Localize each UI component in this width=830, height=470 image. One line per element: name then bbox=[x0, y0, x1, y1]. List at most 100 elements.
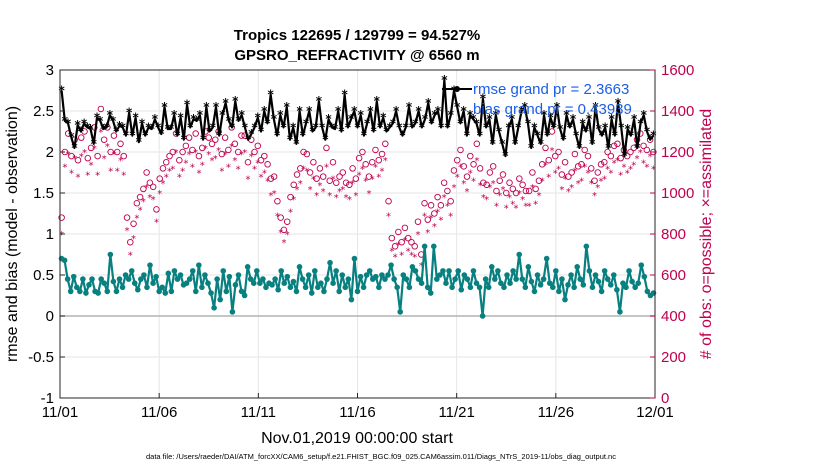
bias-point bbox=[440, 268, 446, 274]
possible-obs-marker bbox=[140, 185, 147, 193]
assimilated-obs-marker: * bbox=[455, 173, 460, 184]
possible-obs-marker bbox=[238, 132, 245, 139]
assimilated-obs-marker: * bbox=[82, 148, 87, 159]
assimilated-obs-marker: * bbox=[298, 179, 303, 190]
rmse-point: * bbox=[229, 120, 236, 134]
bias-point bbox=[153, 273, 159, 280]
assimilated-obs-marker: * bbox=[236, 164, 241, 175]
possible-obs-marker bbox=[535, 177, 543, 184]
rmse-point: * bbox=[258, 125, 265, 139]
rmse-point: * bbox=[644, 125, 651, 139]
possible-obs-marker bbox=[453, 156, 461, 164]
bias-point bbox=[632, 284, 638, 291]
assimilated-obs-marker: * bbox=[370, 175, 375, 186]
rmse-point: * bbox=[300, 129, 307, 143]
rmse-point: * bbox=[464, 129, 471, 143]
possible-obs-marker bbox=[123, 214, 131, 221]
y-tick-label-left: 1 bbox=[46, 226, 54, 243]
x-tick-label: 11/11 bbox=[241, 404, 276, 421]
assimilated-obs-marker: * bbox=[265, 177, 270, 188]
assimilated-obs-marker: * bbox=[363, 177, 368, 188]
assimilated-obs-marker: * bbox=[602, 175, 607, 186]
bias-point bbox=[339, 272, 346, 278]
assimilated-obs-marker: * bbox=[589, 179, 594, 190]
bias-point bbox=[122, 272, 129, 278]
rmse-point: * bbox=[457, 116, 464, 130]
bias-point bbox=[614, 286, 620, 293]
assimilated-obs-marker: * bbox=[108, 166, 113, 177]
possible-obs-marker bbox=[532, 185, 539, 193]
bias-point bbox=[345, 276, 352, 282]
assimilated-obs-marker: * bbox=[461, 179, 466, 190]
assimilated-obs-marker: * bbox=[226, 162, 231, 173]
rmse-point: * bbox=[409, 120, 416, 134]
possible-obs-marker bbox=[460, 163, 468, 170]
rmse-point: * bbox=[322, 133, 329, 147]
rmse-point: * bbox=[406, 100, 413, 114]
bias-point bbox=[360, 284, 367, 291]
assimilated-obs-marker: * bbox=[520, 195, 525, 206]
assimilated-obs-marker: * bbox=[72, 154, 77, 165]
possible-obs-marker bbox=[280, 226, 288, 234]
rmse-point: * bbox=[306, 104, 313, 118]
assimilated-obs-marker: * bbox=[295, 185, 300, 196]
y-axis-label-right: # of obs: o=possible; ×=assimilated bbox=[698, 109, 715, 359]
rmse-point: * bbox=[264, 116, 271, 130]
possible-obs-marker bbox=[287, 193, 294, 201]
rmse-point: * bbox=[351, 104, 358, 118]
rmse-point: * bbox=[155, 120, 162, 134]
bias-point bbox=[568, 272, 574, 278]
bias-point bbox=[571, 284, 577, 291]
assimilated-obs-marker: * bbox=[389, 246, 394, 257]
legend-rmse-label: rmse grand pr = 2.3663 bbox=[473, 81, 629, 98]
bias-point bbox=[315, 284, 321, 291]
assimilated-obs-marker: * bbox=[514, 203, 519, 214]
rmse-point: * bbox=[618, 120, 625, 134]
bias-point bbox=[64, 276, 71, 282]
assimilated-obs-marker: * bbox=[180, 166, 185, 177]
possible-obs-marker bbox=[486, 169, 494, 176]
y-tick-label-left: 0.5 bbox=[33, 267, 54, 284]
bias-point bbox=[467, 284, 474, 291]
rmse-point: * bbox=[473, 116, 480, 130]
rmse-point: * bbox=[142, 129, 149, 143]
assimilated-obs-marker: * bbox=[144, 183, 149, 194]
assimilated-obs-marker: * bbox=[281, 238, 286, 249]
assimilated-obs-marker: * bbox=[330, 175, 335, 186]
assimilated-obs-marker: * bbox=[409, 251, 414, 262]
bias-point bbox=[189, 268, 196, 274]
rmse-point: * bbox=[506, 120, 513, 134]
assimilated-obs-marker: * bbox=[415, 230, 420, 241]
rmse-point: * bbox=[538, 137, 545, 151]
bias-point bbox=[171, 268, 178, 274]
possible-obs-marker bbox=[162, 158, 170, 166]
x-tick-label: 11/21 bbox=[438, 404, 474, 421]
rmse-point: * bbox=[158, 127, 165, 141]
possible-obs-marker bbox=[571, 150, 579, 158]
possible-obs-marker bbox=[545, 156, 553, 164]
rmse-point: * bbox=[284, 100, 291, 114]
possible-obs-marker bbox=[198, 144, 206, 152]
assimilated-obs-marker: * bbox=[105, 142, 110, 153]
possible-obs-marker bbox=[326, 177, 333, 184]
possible-obs-marker bbox=[264, 161, 271, 168]
rmse-point: * bbox=[58, 84, 65, 98]
possible-obs-marker bbox=[225, 146, 232, 154]
rmse-point: * bbox=[174, 129, 181, 143]
rmse-point: * bbox=[560, 133, 567, 147]
bias-point bbox=[95, 290, 101, 296]
assimilated-obs-marker: * bbox=[491, 179, 496, 190]
rmse-point: * bbox=[370, 125, 377, 139]
rmse-point: * bbox=[132, 111, 139, 125]
rmse-point: * bbox=[139, 116, 146, 130]
possible-obs-marker bbox=[601, 158, 608, 166]
assimilated-obs-marker: * bbox=[500, 185, 505, 196]
assimilated-obs-marker: * bbox=[255, 158, 260, 169]
assimilated-obs-marker: * bbox=[536, 191, 541, 202]
rmse-point: * bbox=[547, 111, 554, 125]
rmse-point: * bbox=[605, 141, 612, 155]
rmse-point: * bbox=[71, 141, 78, 155]
rmse-point: * bbox=[419, 120, 426, 134]
possible-obs-marker bbox=[450, 167, 458, 174]
